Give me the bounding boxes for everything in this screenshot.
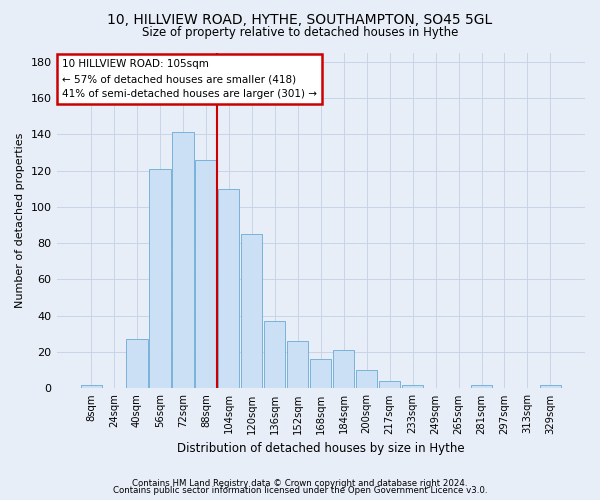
- Bar: [287, 341, 308, 388]
- Bar: [471, 385, 492, 388]
- Y-axis label: Number of detached properties: Number of detached properties: [15, 133, 25, 308]
- Bar: [356, 370, 377, 388]
- Text: 10 HILLVIEW ROAD: 105sqm
← 57% of detached houses are smaller (418)
41% of semi-: 10 HILLVIEW ROAD: 105sqm ← 57% of detach…: [62, 59, 317, 99]
- Bar: [127, 340, 148, 388]
- Text: Contains public sector information licensed under the Open Government Licence v3: Contains public sector information licen…: [113, 486, 487, 495]
- Bar: [264, 321, 286, 388]
- Bar: [241, 234, 262, 388]
- Text: 10, HILLVIEW ROAD, HYTHE, SOUTHAMPTON, SO45 5GL: 10, HILLVIEW ROAD, HYTHE, SOUTHAMPTON, S…: [107, 12, 493, 26]
- Bar: [149, 168, 170, 388]
- X-axis label: Distribution of detached houses by size in Hythe: Distribution of detached houses by size …: [177, 442, 464, 455]
- Bar: [540, 385, 561, 388]
- Bar: [310, 360, 331, 388]
- Bar: [333, 350, 354, 389]
- Text: Contains HM Land Registry data © Crown copyright and database right 2024.: Contains HM Land Registry data © Crown c…: [132, 478, 468, 488]
- Bar: [402, 385, 423, 388]
- Bar: [172, 132, 194, 388]
- Bar: [379, 381, 400, 388]
- Bar: [196, 160, 217, 388]
- Bar: [218, 188, 239, 388]
- Bar: [80, 385, 101, 388]
- Text: Size of property relative to detached houses in Hythe: Size of property relative to detached ho…: [142, 26, 458, 39]
